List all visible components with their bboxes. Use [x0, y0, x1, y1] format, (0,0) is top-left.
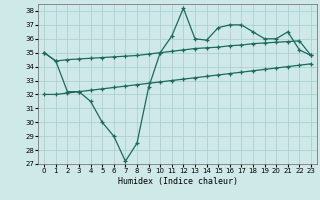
X-axis label: Humidex (Indice chaleur): Humidex (Indice chaleur): [118, 177, 238, 186]
